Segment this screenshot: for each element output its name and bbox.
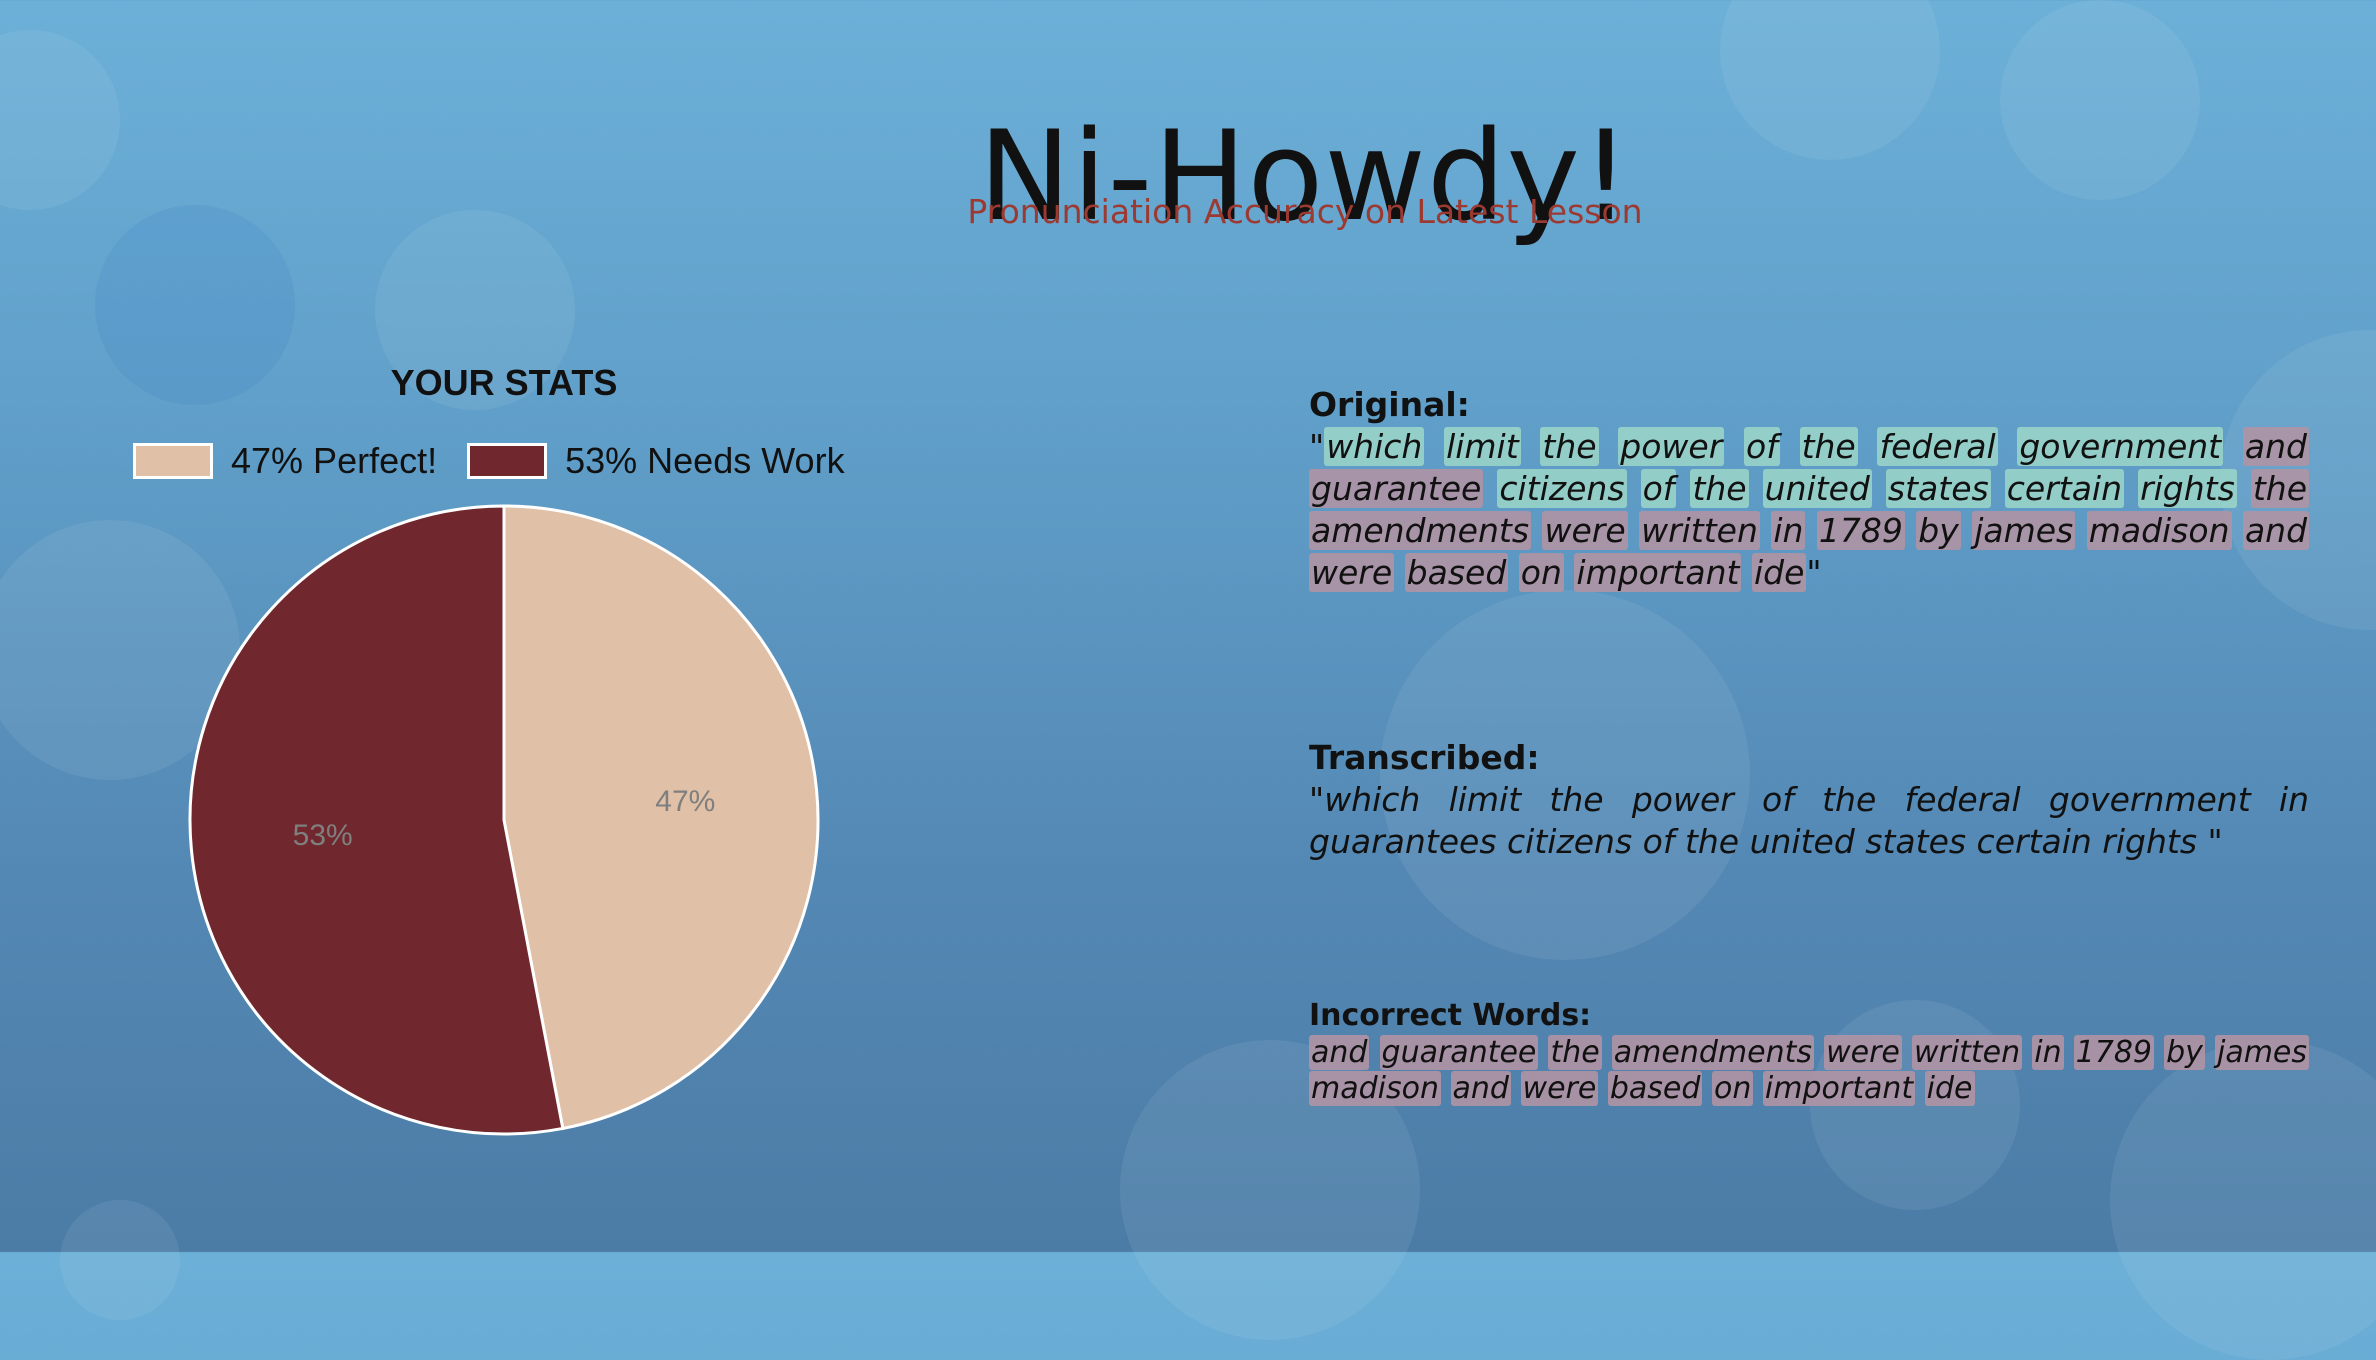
incorrect-word: madison [1309,1071,1441,1106]
legend-swatch-perfect [133,443,213,479]
legend-item-perfect[interactable]: 47% Perfect! [133,440,437,482]
incorrect-word: written [1911,1035,2023,1070]
incorrect-word: in [2032,1035,2064,1070]
legend-swatch-needs-work [467,443,548,479]
original-word-incorrect: in [1771,511,1806,550]
incorrect-word: important [1762,1071,1916,1106]
incorrect-word: ide [1924,1071,1975,1106]
incorrect-word: based [1607,1071,1703,1106]
incorrect-word: by [2164,1035,2205,1070]
original-word-incorrect: by [1916,511,1961,550]
transcribed-open-quote: " [1309,780,1325,819]
incorrect-word: were [1824,1035,1902,1070]
original-word-correct: united [1762,469,1872,508]
original-word-correct: the [1540,427,1599,466]
original-word-incorrect: and [2242,427,2309,466]
pie-slice-needs-work[interactable] [188,504,565,1136]
original-word-incorrect: amendments [1309,511,1532,550]
incorrect-word: on [1711,1071,1754,1106]
original-panel: Original: "which limit the power of the … [1309,385,2310,594]
transcribed-heading: Transcribed: [1309,738,1540,777]
transcribed-close-quote: " [2197,822,2223,861]
original-word-correct: citizens [1497,469,1627,508]
original-word-incorrect: based [1404,553,1509,592]
original-word-correct: certain [2004,469,2125,508]
original-word-correct: power [1618,427,1725,466]
transcribed-text: "which limit the power of the federal go… [1309,779,2309,863]
page-subtitle: Pronunciation Accuracy on Latest Lesson [967,192,1643,231]
incorrect-words-list: and guarantee the amendments were writte… [1309,1035,2310,1107]
original-word-incorrect: written [1639,511,1760,550]
incorrect-words-heading: Incorrect Words: [1309,998,1592,1033]
incorrect-word: james [2214,1035,2310,1070]
original-word-correct: federal [1877,427,1998,466]
transcribed-panel: Transcribed: "which limit the power of t… [1309,738,2309,863]
legend-item-needs-work[interactable]: 53% Needs Work [467,440,845,482]
original-word-incorrect: 1789 [1816,511,1905,550]
original-word-correct: which [1324,427,1425,466]
original-word-correct: government [2017,427,2224,466]
pie-slice-perfect[interactable] [502,504,820,1131]
original-word-incorrect: james [1972,511,2076,550]
stats-heading: YOUR STATS [390,362,618,403]
chart-legend: 47% Perfect! 53% Needs Work [133,440,875,482]
incorrect-word: were [1520,1071,1599,1106]
original-word-correct: the [1799,427,1858,466]
original-open-quote: " [1309,427,1325,466]
transcribed-sentence: which limit the power of the federal gov… [1309,780,2309,861]
original-word-correct: of [1744,427,1780,466]
original-word-incorrect: and [2242,511,2310,550]
incorrect-word: and [1450,1071,1511,1106]
original-text: "which limit the power of the federal go… [1309,426,2310,594]
original-close-quote: " [1806,553,1822,592]
incorrect-word: the [1548,1035,1602,1070]
original-word-incorrect: important [1574,553,1742,592]
original-word-incorrect: ide [1751,553,1807,592]
pie-label-perfect: 47% [655,785,715,818]
original-word-correct: the [1690,469,1749,508]
original-word-correct: states [1885,469,1991,508]
app-title: Ni-Howdy! [978,105,1632,250]
original-word-incorrect: were [1309,553,1395,592]
legend-label-needs-work: 53% Needs Work [565,440,845,481]
original-word-correct: rights [2138,469,2237,508]
original-word-incorrect: were [1542,511,1628,550]
original-word-correct: limit [1444,427,1521,466]
original-word-correct: of [1640,469,1677,508]
incorrect-word: amendments [1611,1035,1814,1070]
original-word-incorrect: the [2250,469,2310,508]
incorrect-word: 1789 [2073,1035,2155,1070]
original-word-incorrect: on [1518,553,1564,592]
original-word-incorrect: madison [2086,511,2232,550]
legend-label-perfect: 47% Perfect! [231,440,438,481]
pie-chart: 47% 53% [184,500,824,1140]
incorrect-words-panel: Incorrect Words: and guarantee the amend… [1309,998,2310,1107]
pie-label-needs-work: 53% [293,819,353,852]
incorrect-word: guarantee [1379,1035,1539,1070]
incorrect-word: and [1309,1035,1370,1070]
original-heading: Original: [1309,385,1470,424]
original-word-incorrect: guarantee [1309,469,1484,508]
pie-chart-svg: 47% 53% [188,504,820,1136]
